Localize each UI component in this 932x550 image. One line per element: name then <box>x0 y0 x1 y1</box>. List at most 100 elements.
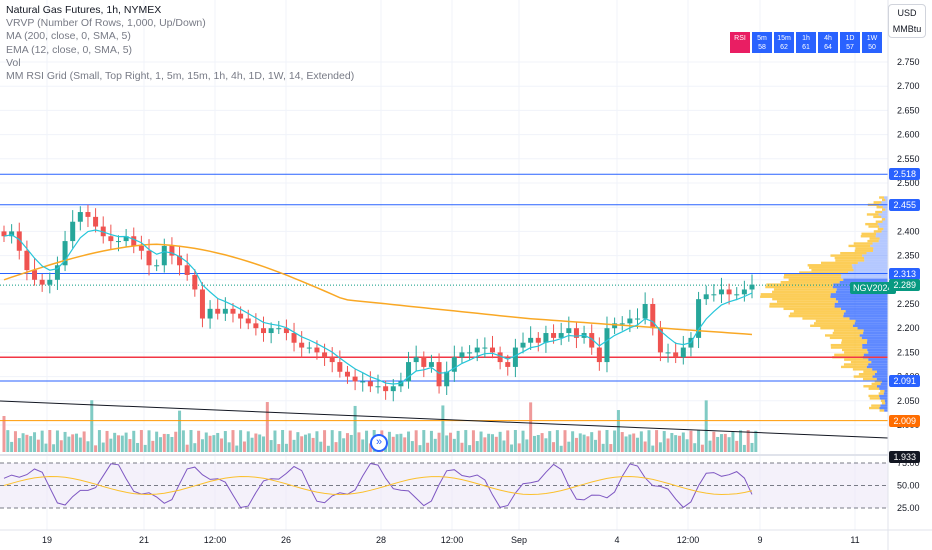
vrvp-up-bar <box>873 201 882 204</box>
candle-body <box>123 236 129 242</box>
volume-bar <box>479 431 483 452</box>
candle-body <box>62 241 68 266</box>
volume-bar <box>750 442 754 452</box>
candle-body <box>696 299 702 338</box>
candle-body <box>375 386 381 388</box>
vrvp-up-bar <box>863 370 877 373</box>
candle-body <box>604 328 610 363</box>
price-tag[interactable]: 2.289 <box>889 279 920 292</box>
time-tick-label: 12:00 <box>441 535 464 545</box>
volume-bar <box>731 431 735 452</box>
vrvp-up-bar <box>814 322 855 325</box>
candle-body <box>54 265 60 280</box>
rsi-grid-cell: 15m 62 <box>774 32 794 53</box>
vrvp-down-bar <box>863 329 888 332</box>
legend-ema[interactable]: EMA (12, close, 0, SMA, 5) <box>6 43 133 56</box>
rsi-grid-value: 58 <box>758 44 766 51</box>
candle-body <box>566 328 572 334</box>
volume-bar <box>170 436 174 452</box>
legend-rsi-grid[interactable]: MM RSI Grid (Small, Top Right, 1, 5m, 15… <box>6 70 355 83</box>
candle-body <box>627 318 633 324</box>
currency-label[interactable]: USD <box>897 8 917 18</box>
rsi-grid-table: RSI 5m 58 15m 62 1h 61 4h 64 1D 57 1W 50 <box>730 32 882 53</box>
candle-body <box>77 212 83 222</box>
price-tag[interactable]: 2.313 <box>889 267 920 280</box>
price-tag[interactable]: 2.455 <box>889 198 920 211</box>
vrvp-down-bar <box>879 406 888 410</box>
vrvp-down-bar <box>871 360 888 364</box>
volume-bar <box>578 433 582 452</box>
vrvp-down-bar <box>882 220 888 223</box>
vrvp-down-bar <box>852 266 888 269</box>
candle-body <box>108 236 114 242</box>
vrvp-down-bar <box>834 305 888 308</box>
time-tick-label: 9 <box>757 535 762 545</box>
vrvp-up-bar <box>820 327 858 330</box>
volume-bar <box>658 442 662 452</box>
volume-bar <box>746 430 750 452</box>
candle-body <box>276 328 282 330</box>
candle-body <box>489 347 495 353</box>
candle-body <box>680 347 686 358</box>
price-tag[interactable]: 1.933 <box>889 451 920 464</box>
volume-bar <box>460 442 464 452</box>
candle-body <box>177 255 183 266</box>
time-axis: 19 21 12:00 26 28 12:00 Sep 4 12:00 9 11 <box>0 529 932 545</box>
volume-bar <box>86 441 90 452</box>
volume-bar <box>727 437 731 452</box>
time-tick-label: 26 <box>281 535 291 545</box>
volume-bar <box>78 437 82 452</box>
volume-bar <box>708 440 712 452</box>
go-to-realtime-button[interactable]: » <box>370 434 388 452</box>
unit-label[interactable]: MMBtu <box>892 24 922 34</box>
time-tick-label: 12:00 <box>204 535 227 545</box>
price-tag[interactable]: 2.091 <box>889 374 920 387</box>
volume-bar <box>628 434 632 452</box>
legend-ma[interactable]: MA (200, close, 0, SMA, 5) <box>6 30 131 43</box>
chart-title[interactable]: Natural Gas Futures, 1h, NYMEX <box>6 4 162 16</box>
vrvp-up-bar <box>840 251 867 255</box>
candle-body <box>93 216 99 227</box>
volume-bar <box>208 435 212 452</box>
volume-bar <box>254 433 258 452</box>
volume-bar <box>197 430 201 452</box>
volume-bar <box>403 437 407 452</box>
volume-bar <box>166 434 170 452</box>
rsi-grid-cell: 5m 58 <box>752 32 772 53</box>
vrvp-up-bar <box>868 387 880 390</box>
vrvp-up-bar <box>783 276 842 279</box>
trendline[interactable] <box>0 400 889 439</box>
volume-bar <box>178 410 182 452</box>
vrvp-up-bar <box>868 225 880 228</box>
price-tag[interactable]: 2.518 <box>889 168 920 181</box>
rsi-grid-cell: 1W 50 <box>862 32 882 53</box>
rsi-grid-cell: 1h 61 <box>796 32 816 53</box>
candle-body <box>222 308 228 314</box>
volume-bar <box>582 434 586 452</box>
currency-unit-box[interactable]: USD MMBtu <box>888 4 926 38</box>
volume-bar <box>529 402 533 452</box>
legend-vrvp[interactable]: VRVP (Number Of Rows, 1,000, Up/Down) <box>6 17 206 30</box>
candle-body <box>467 352 473 354</box>
volume-bar <box>143 444 147 452</box>
price-tick-label: 2.200 <box>897 323 920 333</box>
volume-bar <box>365 430 369 452</box>
legend-vol[interactable]: Vol <box>6 56 21 69</box>
price-tag[interactable]: 2.009 <box>889 414 920 427</box>
candle-body <box>299 342 305 348</box>
candle-body <box>657 328 663 353</box>
candle-body <box>612 323 618 329</box>
volume-bar <box>193 443 197 452</box>
candle-body <box>558 333 564 338</box>
vrvp-down-bar <box>884 389 888 393</box>
candle-body <box>39 279 45 285</box>
volume-bar <box>33 432 37 452</box>
vrvp-down-bar <box>872 375 888 378</box>
pane-separator[interactable] <box>0 454 888 456</box>
candle-body <box>16 231 22 251</box>
volume-bar <box>277 444 281 452</box>
candle-body <box>32 270 38 280</box>
volume-bar <box>437 432 441 452</box>
rsi-grid-timeframe: 1W <box>866 35 878 42</box>
